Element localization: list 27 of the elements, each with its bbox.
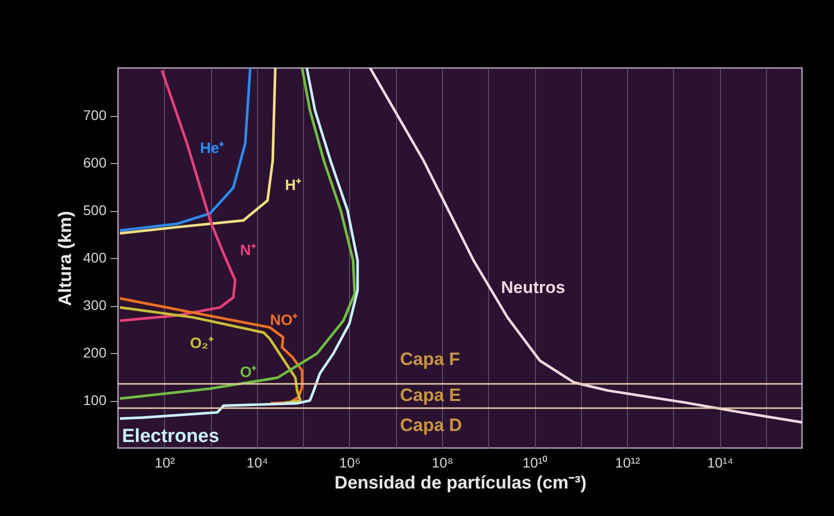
y-tick-label: 300 xyxy=(83,297,107,313)
annotation: Capa F xyxy=(400,349,460,369)
y-tick-label: 100 xyxy=(83,392,107,408)
series-label: Electrones xyxy=(122,426,220,447)
series-label: NO⁺ xyxy=(270,312,298,329)
x-tick-label: 10⁴ xyxy=(246,454,268,470)
x-tick-label: 10¹² xyxy=(615,454,640,470)
series-label: H⁺ xyxy=(285,177,301,194)
x-tick-label: 10⁸ xyxy=(432,454,454,470)
series-label: Neutros xyxy=(501,278,566,297)
x-axis-title: Densidad de partículas (cm⁻³) xyxy=(334,472,587,492)
x-tick-label: 10¹⁴ xyxy=(707,454,734,470)
series-label: O₂⁺ xyxy=(190,335,214,352)
annotation: Capa E xyxy=(400,385,462,405)
x-tick-label: 10¹⁰ xyxy=(522,454,548,470)
y-tick-label: 200 xyxy=(83,344,107,360)
y-tick-label: 600 xyxy=(83,154,107,170)
annotation: Capa D xyxy=(400,415,462,435)
y-tick-label: 500 xyxy=(83,202,107,218)
x-tick-label: 10⁶ xyxy=(339,454,361,470)
series-label: N⁺ xyxy=(240,242,256,259)
series-label: O⁺ xyxy=(240,364,257,381)
y-tick-label: 700 xyxy=(83,107,107,123)
y-tick-label: 400 xyxy=(83,250,107,266)
x-tick-label: 10² xyxy=(154,454,176,470)
series-label: He⁺ xyxy=(200,140,224,157)
y-axis-title: Altura (km) xyxy=(55,210,76,306)
